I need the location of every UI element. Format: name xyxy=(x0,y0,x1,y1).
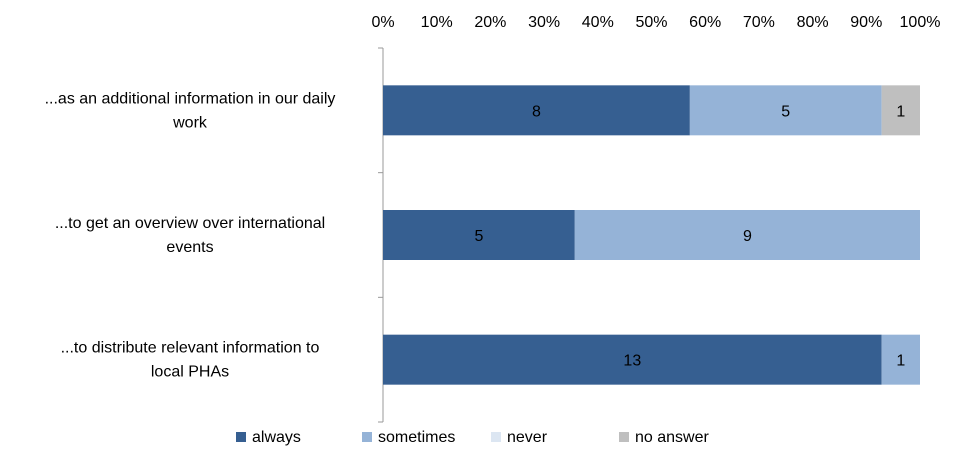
legend-label: no answer xyxy=(635,429,709,446)
x-tick-label: 90% xyxy=(850,14,882,31)
data-label: 1 xyxy=(896,103,905,120)
x-tick-label: 80% xyxy=(797,14,829,31)
data-labels: 8 5 1 5 9 13 1 xyxy=(474,103,905,369)
data-label: 9 xyxy=(743,228,752,245)
x-tick-label: 0% xyxy=(371,14,394,31)
data-label: 5 xyxy=(781,103,790,120)
x-tick-label: 70% xyxy=(743,14,775,31)
legend: always sometimes never no answer xyxy=(236,429,709,446)
legend-swatch xyxy=(491,432,501,442)
legend-swatch xyxy=(236,432,246,442)
category-label-line: work xyxy=(172,114,208,131)
x-axis-ticks: 0% 10% 20% 30% 40% 50% 60% 70% 80% 90% 100% xyxy=(371,14,940,31)
legend-label: always xyxy=(252,429,301,446)
legend-label: sometimes xyxy=(378,429,455,446)
bars xyxy=(383,85,920,385)
legend-swatch xyxy=(362,432,372,442)
bar-segment-sometimes xyxy=(689,85,882,136)
legend-label: never xyxy=(507,429,548,446)
x-tick-label: 20% xyxy=(474,14,506,31)
x-tick-label: 100% xyxy=(900,14,941,31)
category-label: ...as an additional information in our d… xyxy=(45,90,336,131)
x-tick-label: 60% xyxy=(689,14,721,31)
category-label-line: local PHAs xyxy=(151,364,229,381)
bar-segment-sometimes xyxy=(881,334,920,385)
x-tick-label: 30% xyxy=(528,14,560,31)
y-axis xyxy=(378,47,384,423)
data-label: 1 xyxy=(896,353,905,370)
data-label: 8 xyxy=(532,103,541,120)
x-tick-label: 10% xyxy=(421,14,453,31)
bar-segment-no-answer xyxy=(881,85,920,136)
category-label-line: ...as an additional information in our d… xyxy=(45,90,336,107)
category-label-line: ...to distribute relevant information to xyxy=(61,340,320,357)
data-label: 13 xyxy=(623,353,641,370)
data-label: 5 xyxy=(474,228,483,245)
bar-segment-always xyxy=(383,210,575,260)
legend-swatch xyxy=(619,432,629,442)
x-tick-label: 40% xyxy=(582,14,614,31)
category-labels: ...as an additional information in our d… xyxy=(45,90,336,380)
bar-segment-always xyxy=(383,334,882,385)
category-label-line: ...to get an overview over international xyxy=(55,215,325,232)
x-tick-label: 50% xyxy=(635,14,667,31)
category-label: ...to get an overview over international… xyxy=(55,215,325,256)
bar-segment-sometimes xyxy=(574,210,920,260)
category-label-line: events xyxy=(166,239,213,256)
bar-segment-always xyxy=(383,85,690,136)
category-label: ...to distribute relevant information to… xyxy=(61,340,320,381)
